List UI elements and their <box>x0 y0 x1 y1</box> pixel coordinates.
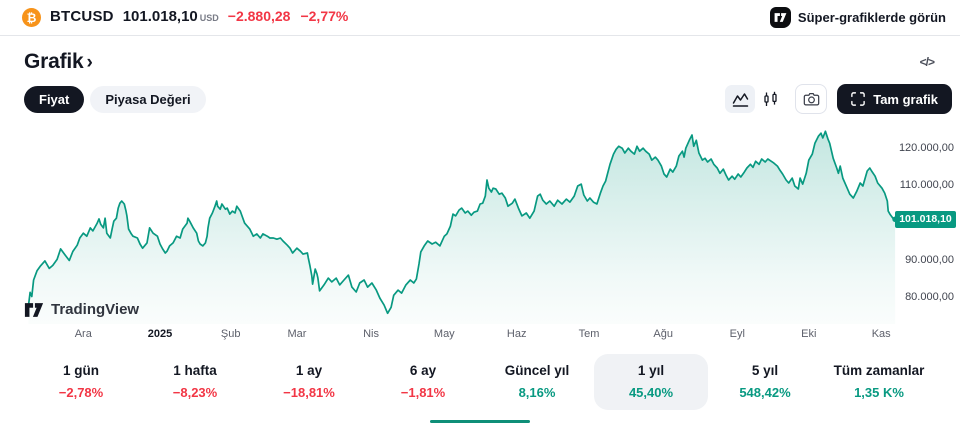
y-axis-label: 90.000,00 <box>905 254 954 267</box>
x-axis-label: Ara <box>74 328 92 340</box>
range-percent: −8,23% <box>172 385 218 400</box>
range-button-1-yil[interactable]: 1 yıl 45,40% <box>594 354 708 410</box>
range-buttons: 1 gün −2,78% 1 hafta −8,23% 1 ay −18,81% 6 ay −… <box>24 354 936 410</box>
x-axis-label: Kas <box>871 328 891 340</box>
range-percent: −2,78% <box>58 385 104 400</box>
range-button-1-gun[interactable]: 1 gün −2,78% <box>24 354 138 410</box>
range-label: 6 ay <box>409 363 437 378</box>
range-label: 1 hafta <box>173 363 217 378</box>
range-percent: 548,42% <box>739 385 791 400</box>
x-axis: Ara 2025 Şub Mar Nis May Haz Tem Ağu Eyl Eki Kas <box>24 328 896 346</box>
fullscreen-icon <box>851 92 866 106</box>
currency-label: USD <box>199 13 219 23</box>
range-label: Güncel yıl <box>504 363 570 378</box>
chevron-right-icon: › <box>86 52 93 73</box>
snapshot-button[interactable] <box>795 84 828 114</box>
price-area-svg <box>24 124 898 324</box>
x-axis-label: Mar <box>287 328 307 340</box>
last-price-badge: 101.018,10 <box>895 210 956 228</box>
range-button-1-hafta[interactable]: 1 hafta −8,23% <box>138 354 252 410</box>
x-axis-label: Şub <box>220 328 241 340</box>
area-chart-type-button[interactable] <box>725 85 756 113</box>
chart-type-switcher <box>725 85 785 113</box>
range-button-tum-zamanlar[interactable]: Tüm zamanlar 1,35 K% <box>822 354 936 410</box>
range-label: Tüm zamanlar <box>833 363 925 378</box>
symbol-header: ₿ BTCUSD 101.018,10 USD −2.880,28 −2,77%… <box>0 0 960 36</box>
x-axis-label: 2025 <box>147 328 173 340</box>
camera-icon <box>803 92 820 105</box>
range-button-6-ay[interactable]: 6 ay −1,81% <box>366 354 480 410</box>
y-axis-label: 110.000,00 <box>899 179 954 192</box>
tradingview-logo-mark-icon <box>24 302 44 317</box>
range-button-1-ay[interactable]: 1 ay −18,81% <box>252 354 366 410</box>
y-axis-label: 80.000,00 <box>905 291 954 304</box>
embed-code-icon[interactable]: </> <box>919 55 935 69</box>
tradingview-logo-icon <box>769 7 791 28</box>
range-label: 1 yıl <box>637 363 665 378</box>
watermark-label: TradingView <box>51 301 140 318</box>
y-axis-label: 120.000,00 <box>898 141 954 154</box>
range-label: 1 gün <box>63 363 99 378</box>
x-axis-label: Nis <box>363 328 379 340</box>
candlestick-chart-type-button[interactable] <box>755 85 785 113</box>
full-chart-button[interactable]: Tam grafik <box>837 84 952 114</box>
tab-fiyat[interactable]: Fiyat <box>24 85 85 113</box>
symbol-name: BTCUSD <box>50 8 114 25</box>
current-price: 101.018,10 <box>122 8 198 25</box>
range-percent: 45,40% <box>628 385 674 400</box>
section-title-link[interactable]: Grafik › <box>24 50 93 74</box>
bottom-scroll-indicator <box>430 420 530 423</box>
price-chart[interactable]: TradingView 120.000,00 110.000,00 90.000,0… <box>0 124 960 346</box>
x-axis-label: Eki <box>801 328 817 340</box>
range-button-5-yil[interactable]: 5 yıl 548,42% <box>708 354 822 410</box>
change-percent: −2,77% <box>300 8 349 24</box>
range-percent: −1,81% <box>400 385 446 400</box>
range-button-guncel-yil[interactable]: Güncel yıl 8,16% <box>480 354 594 410</box>
price-line <box>28 131 895 313</box>
x-axis-label: Ağu <box>653 328 673 340</box>
area-fill <box>28 131 896 324</box>
metric-tabs: Fiyat Piyasa Değeri <box>24 85 206 113</box>
change-absolute: −2.880,28 <box>227 8 291 24</box>
x-axis-label: Tem <box>578 328 600 340</box>
range-percent: 1,35 K% <box>854 385 904 400</box>
btc-icon: ₿ <box>22 8 41 27</box>
range-label: 1 ay <box>295 363 323 378</box>
candlestick-icon <box>764 91 777 106</box>
plot-area: TradingView <box>24 124 898 324</box>
full-chart-label: Tam grafik <box>873 91 938 107</box>
area-chart-icon <box>732 92 748 107</box>
y-axis: 120.000,00 110.000,00 90.000,00 80.000,00 <box>898 124 956 324</box>
superchart-link[interactable]: Süper-grafiklerde görün <box>769 7 946 28</box>
range-label: 5 yıl <box>751 363 779 378</box>
x-axis-label: Haz <box>506 328 527 340</box>
tradingview-watermark: TradingView <box>24 301 139 318</box>
x-axis-label: May <box>433 328 455 340</box>
x-axis-label: Eyl <box>729 328 745 340</box>
range-percent: 8,16% <box>518 385 556 400</box>
page-title: Grafik <box>24 50 84 73</box>
range-percent: −18,81% <box>283 385 335 400</box>
superchart-link-label: Süper-grafiklerde görün <box>797 10 946 25</box>
tab-piyasa-degeri[interactable]: Piyasa Değeri <box>90 85 206 113</box>
